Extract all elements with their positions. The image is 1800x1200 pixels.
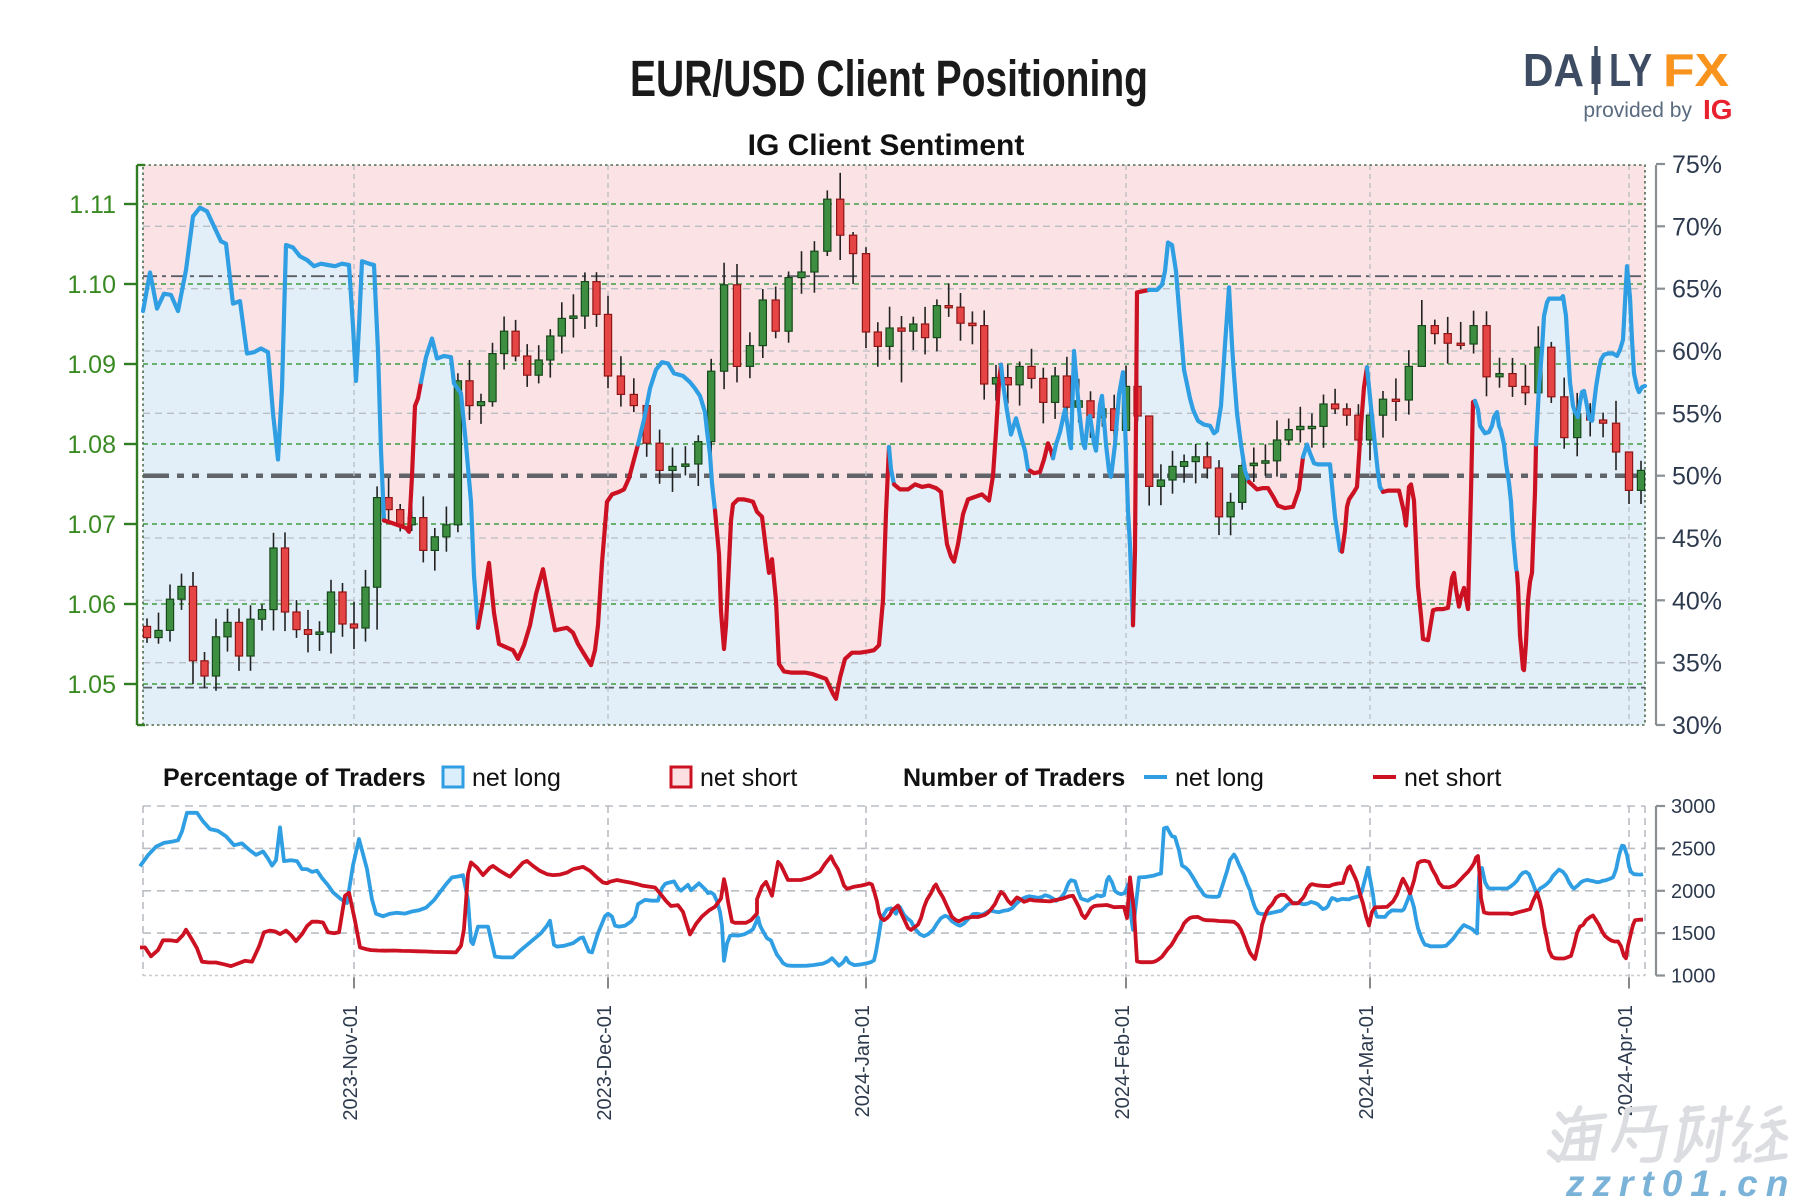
svg-text:65%: 65%	[1672, 276, 1722, 304]
svg-text:60%: 60%	[1672, 338, 1722, 366]
svg-text:IG: IG	[1703, 94, 1733, 125]
svg-text:75%: 75%	[1672, 151, 1722, 179]
svg-text:55%: 55%	[1672, 400, 1722, 428]
svg-text:70%: 70%	[1672, 213, 1722, 241]
svg-text:DA: DA	[1523, 44, 1584, 96]
svg-text:1500: 1500	[1671, 923, 1716, 945]
svg-text:2024-Mar-01: 2024-Mar-01	[1356, 1005, 1378, 1120]
svg-text:Percentage of Traders: Percentage of Traders	[163, 764, 426, 792]
svg-text:net long: net long	[472, 764, 561, 792]
svg-text:1.06: 1.06	[67, 591, 116, 619]
svg-text:1.10: 1.10	[67, 271, 116, 299]
svg-text:40%: 40%	[1672, 587, 1722, 615]
svg-text:35%: 35%	[1672, 650, 1722, 678]
svg-text:EUR/USD Client Positioning: EUR/USD Client Positioning	[630, 50, 1148, 107]
svg-text:net short: net short	[1404, 764, 1501, 792]
svg-text:2024-Feb-01: 2024-Feb-01	[1112, 1005, 1134, 1120]
svg-text:IG Client Sentiment: IG Client Sentiment	[748, 129, 1025, 162]
svg-text:zzrt01.cn: zzrt01.cn	[1565, 1163, 1796, 1200]
svg-text:Number of Traders: Number of Traders	[903, 764, 1125, 792]
svg-text:1.07: 1.07	[67, 511, 116, 539]
svg-text:45%: 45%	[1672, 525, 1722, 553]
svg-text:2024-Jan-01: 2024-Jan-01	[852, 1005, 874, 1117]
svg-text:30%: 30%	[1672, 712, 1722, 740]
svg-text:1.11: 1.11	[69, 191, 116, 219]
svg-text:2023-Dec-01: 2023-Dec-01	[594, 1005, 616, 1121]
svg-text:2000: 2000	[1671, 881, 1716, 903]
svg-text:net short: net short	[700, 764, 797, 792]
svg-text:3000: 3000	[1671, 796, 1716, 818]
svg-text:2023-Nov-01: 2023-Nov-01	[340, 1005, 362, 1121]
svg-text:50%: 50%	[1672, 463, 1722, 491]
svg-text:LY: LY	[1609, 44, 1652, 96]
svg-text:1.09: 1.09	[67, 351, 116, 379]
svg-text:provided by: provided by	[1583, 99, 1692, 122]
svg-text:2500: 2500	[1671, 838, 1716, 860]
svg-text:1.08: 1.08	[67, 431, 116, 459]
svg-text:1000: 1000	[1671, 966, 1716, 988]
svg-text:2024-Apr-01: 2024-Apr-01	[1615, 1005, 1637, 1116]
svg-text:net long: net long	[1175, 764, 1264, 792]
svg-text:FX: FX	[1663, 44, 1729, 96]
svg-text:1.05: 1.05	[67, 671, 116, 699]
